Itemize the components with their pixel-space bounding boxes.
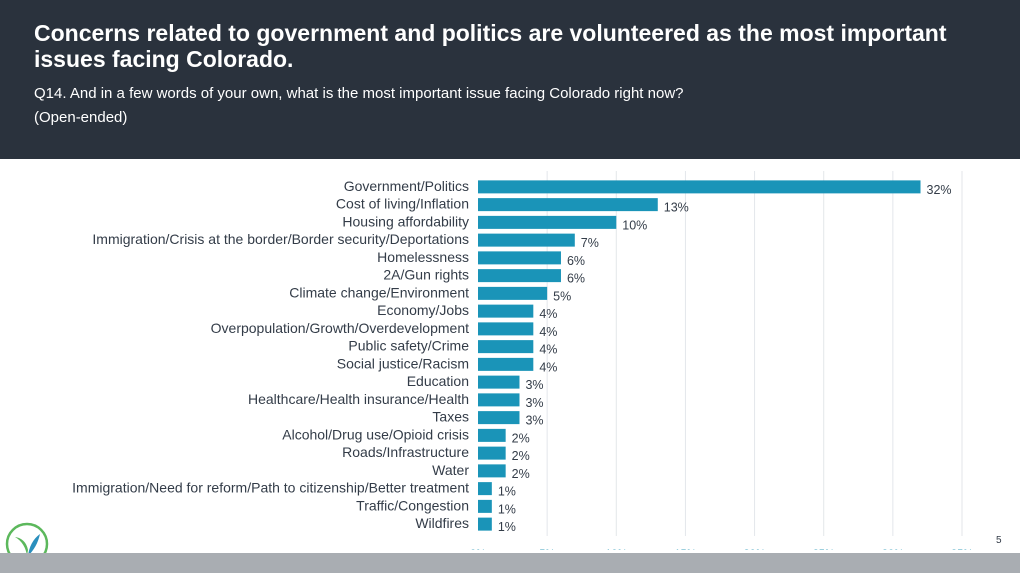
category-label: Immigration/Crisis at the border/Border …: [92, 231, 469, 247]
category-label: Healthcare/Health insurance/Health: [248, 391, 469, 407]
question-text: Q14. And in a few words of your own, wha…: [34, 85, 684, 102]
data-label: 4%: [539, 360, 557, 374]
x-tick-label: 35%: [951, 548, 973, 550]
bar: [478, 340, 534, 354]
chart-grid: [546, 171, 963, 536]
category-label: Public safety/Crime: [348, 338, 469, 354]
x-tick-label: 10%: [605, 548, 627, 550]
data-label: 3%: [525, 378, 543, 392]
data-label: 2%: [512, 449, 530, 463]
footer-bar: [0, 553, 1020, 573]
data-label: 1%: [498, 485, 516, 499]
bar: [478, 198, 658, 212]
x-tick-label: 0%: [470, 548, 486, 550]
data-label: 1%: [498, 502, 516, 516]
data-label: 3%: [525, 414, 543, 428]
category-label: Climate change/Environment: [289, 284, 469, 300]
data-label: 6%: [567, 254, 585, 268]
bar: [478, 304, 534, 318]
x-tick-label: 25%: [813, 548, 835, 550]
category-label: Education: [407, 373, 469, 389]
category-label: Social justice/Racism: [337, 355, 469, 371]
x-tick-label: 5%: [539, 548, 555, 550]
data-label: 2%: [512, 467, 530, 481]
data-label: 1%: [498, 520, 516, 534]
bar: [478, 482, 492, 496]
category-label: Economy/Jobs: [377, 302, 469, 318]
bar: [478, 464, 506, 478]
data-label: 3%: [525, 396, 543, 410]
data-label: 4%: [539, 325, 557, 339]
bar: [478, 393, 520, 407]
category-label: Homelessness: [377, 249, 469, 265]
data-label: 32%: [927, 183, 952, 197]
bar: [478, 269, 561, 283]
category-label: Overpopulation/Growth/Overdevelopment: [211, 320, 469, 336]
bar: [478, 411, 520, 425]
data-label: 10%: [622, 218, 647, 232]
bar: [478, 286, 548, 300]
data-label: 13%: [664, 201, 689, 215]
category-label: Government/Politics: [344, 178, 469, 194]
bar: [478, 251, 561, 265]
header-banner: Concerns related to government and polit…: [0, 0, 1020, 159]
x-tick-label: 30%: [882, 548, 904, 550]
data-label: 4%: [539, 307, 557, 321]
category-label: Cost of living/Inflation: [336, 196, 469, 212]
data-label: 7%: [581, 236, 599, 250]
bar: [478, 357, 534, 371]
category-label: Water: [432, 462, 469, 478]
category-label: Wildfires: [415, 515, 469, 531]
data-label: 5%: [553, 289, 571, 303]
bar-chart: Government/Politics 32% Cost of living/Inf…: [72, 171, 973, 550]
bar: [478, 446, 506, 460]
chart-bars: Government/Politics 32% Cost of living/Inf…: [72, 178, 951, 534]
x-tick-label: 20%: [744, 548, 766, 550]
question-note: (Open-ended): [34, 109, 128, 126]
category-label: Housing affordability: [342, 213, 469, 229]
category-label: Roads/Infrastructure: [342, 444, 469, 460]
category-label: Traffic/Congestion: [356, 497, 469, 513]
bar: [478, 215, 617, 229]
chart-x-axis: 0% 5% 10% 15% 20% 25% 30% 35%: [470, 548, 973, 550]
bar: [478, 322, 534, 336]
page-title: Concerns related to government and polit…: [34, 20, 947, 72]
category-label: 2A/Gun rights: [383, 267, 469, 283]
category-label: Immigration/Need for reform/Path to citi…: [72, 480, 469, 496]
bar: [478, 375, 520, 389]
bar: [478, 428, 506, 442]
data-label: 4%: [539, 343, 557, 357]
page-number: 5: [996, 535, 1002, 546]
bar: [478, 233, 575, 247]
bar: [478, 517, 492, 531]
bar: [478, 499, 492, 513]
data-label: 6%: [567, 272, 585, 286]
bar: [478, 180, 921, 194]
category-label: Taxes: [432, 409, 469, 425]
data-label: 2%: [512, 431, 530, 445]
category-label: Alcohol/Drug use/Opioid crisis: [282, 426, 469, 442]
x-tick-label: 15%: [674, 548, 696, 550]
